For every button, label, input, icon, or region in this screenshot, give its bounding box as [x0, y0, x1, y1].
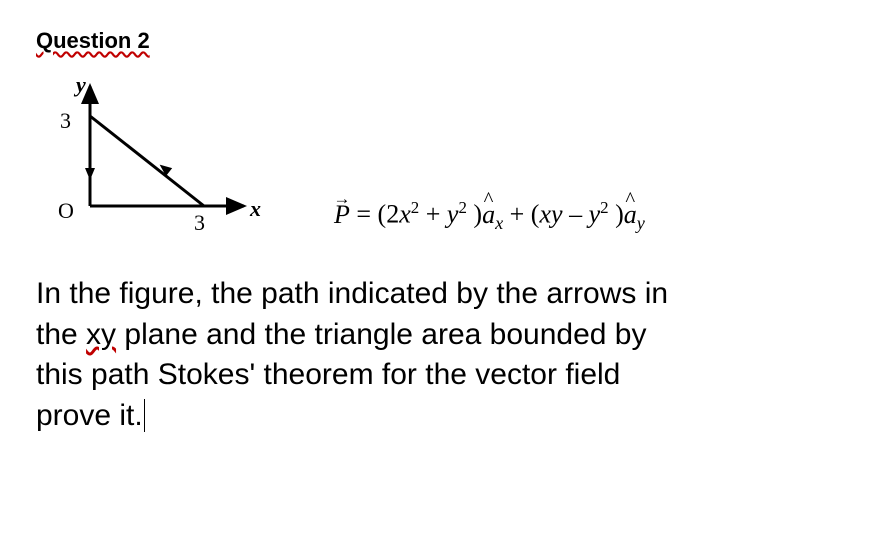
question-body: In the figure, the path indicated by the…	[36, 274, 849, 436]
question-heading: Question 2	[36, 28, 150, 54]
expr-y: y	[447, 200, 459, 229]
expr-minus: –	[563, 200, 589, 229]
body-line-3: this path Stokes' theorem for the vector…	[36, 355, 849, 396]
expr-plus: +	[419, 200, 447, 229]
y-tick-label: 3	[60, 108, 71, 134]
unit-vector-ax: a	[482, 200, 495, 230]
x-tick-label: 3	[194, 210, 205, 236]
origin-label: O	[58, 198, 74, 224]
triangle-figure: y x 3 3 O	[36, 74, 256, 244]
line2-b: plane and the triangle area bounded by	[116, 318, 646, 351]
line2-a: the	[36, 318, 86, 351]
body-line-1: In the figure, the path indicated by the…	[36, 274, 849, 315]
expr-y3: y	[589, 200, 601, 229]
vector-field-expression: P = (2x2 + y2 )ax + (xy – y2 )ay	[334, 198, 645, 244]
x-axis-label: x	[250, 196, 261, 222]
vector-P: P	[334, 200, 350, 230]
side-arrow-icon	[85, 168, 95, 180]
triangle-hypotenuse	[90, 116, 204, 206]
page: Question 2	[0, 0, 885, 464]
expr-sup: 2	[411, 198, 419, 217]
line2-wavy: xy	[86, 318, 116, 351]
expr-y2: y	[551, 200, 563, 229]
subscript-y: y	[637, 213, 645, 233]
subscript-x: x	[495, 213, 503, 233]
text-cursor-icon	[144, 399, 145, 432]
expr-plus2: + (	[503, 200, 539, 229]
expr-close: )	[467, 200, 482, 229]
expr-text: = (2	[356, 200, 399, 229]
expr-sup2: 2	[458, 198, 466, 217]
expr-close2: )	[609, 200, 624, 229]
expr-x2: x	[539, 200, 551, 229]
expr-x: x	[399, 200, 411, 229]
line4-text: prove it.	[36, 399, 143, 432]
expr-sup3: 2	[600, 198, 608, 217]
unit-vector-ay: a	[624, 200, 637, 230]
y-axis-label: y	[76, 72, 86, 98]
body-line-4: prove it.	[36, 396, 849, 437]
body-line-2: the xy plane and the triangle area bound…	[36, 315, 849, 356]
figure-row: y x 3 3 O P = (2x2 + y2 )ax + (xy – y2 )…	[36, 74, 849, 244]
